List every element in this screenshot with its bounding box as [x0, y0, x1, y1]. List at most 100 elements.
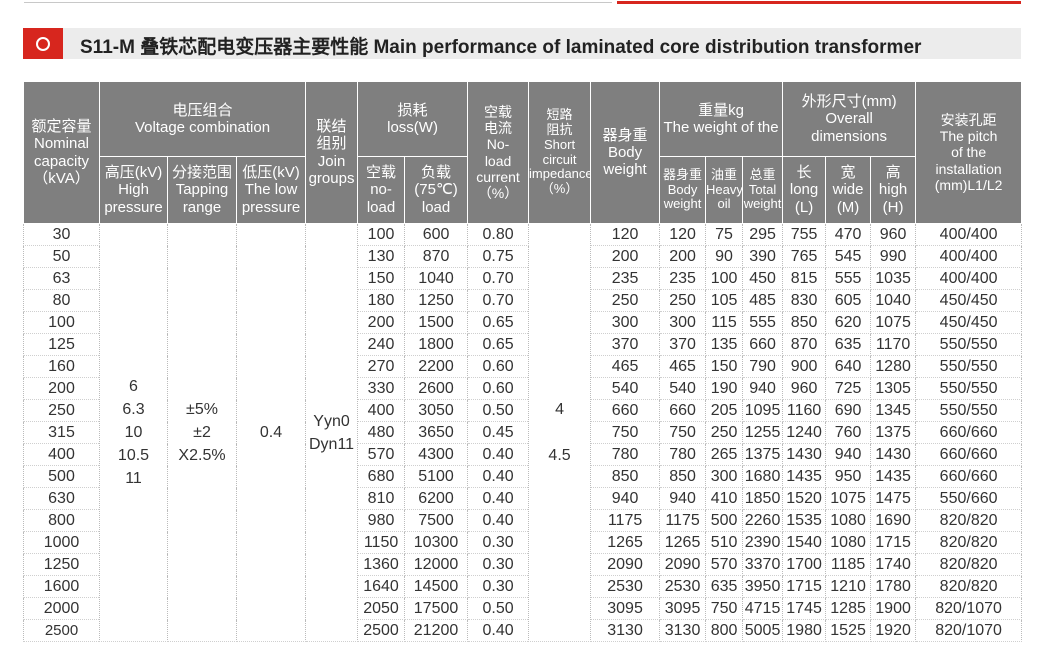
pitch-cell: 820/820 — [915, 575, 1023, 598]
body-weight-cell: 465 — [590, 355, 661, 378]
dim-long-cell: 765 — [782, 245, 827, 268]
weight-total-cell: 1850 — [742, 487, 784, 510]
dim-wide-cell: 1080 — [825, 531, 872, 554]
noload-loss-cell: 980 — [357, 509, 406, 532]
header-line: The pitch — [939, 128, 998, 145]
noload-current-cell: 0.45 — [467, 421, 530, 444]
load-loss-cell: 1800 — [404, 333, 469, 356]
header-capacity: 额定容量 Nominal capacity （kVA） — [23, 81, 100, 224]
header-line: 重量kg — [698, 101, 744, 119]
header-line: 高 — [885, 164, 901, 182]
header-line: Body — [667, 181, 698, 197]
capacity-cell: 160 — [23, 355, 100, 378]
pitch-cell: 820/820 — [915, 509, 1023, 532]
body-weight-cell: 940 — [590, 487, 661, 510]
pitch-cell: 550/550 — [915, 355, 1023, 378]
header-line: Overall — [825, 110, 873, 128]
weight-oil-cell: 90 — [705, 245, 744, 268]
table-row: 1250 1360 12000 0.30 2090 2090 570 3370 1700 1185… — [23, 553, 1023, 576]
header-line: long — [789, 181, 819, 199]
weight-oil-cell: 115 — [705, 311, 744, 334]
table-row: 50 130 870 0.75 200 200 90 390 765 545 990 400/400 — [23, 245, 1023, 268]
header-dimensions: 外形尺寸(mm) Overall dimensions — [782, 81, 917, 157]
load-loss-cell: 600 — [404, 223, 469, 246]
noload-current-cell: 0.40 — [467, 487, 530, 510]
load-loss-cell: 870 — [404, 245, 469, 268]
body-weight-cell: 120 — [590, 223, 661, 246]
weight-body-cell: 1265 — [659, 531, 707, 554]
dim-long-cell: 1980 — [782, 619, 827, 642]
dim-wide-cell: 470 — [825, 223, 872, 246]
header-pitch: 安装孔距 The pitch of the installation (mm)L1/L2 — [915, 81, 1023, 224]
pitch-cell: 450/450 — [915, 311, 1023, 334]
body-weight-cell: 660 — [590, 399, 661, 422]
noload-loss-cell: 400 — [357, 399, 406, 422]
body-weight-cell: 1175 — [590, 509, 661, 532]
capacity-cell: 30 — [23, 223, 100, 246]
header-line: 油重 — [711, 166, 738, 182]
header-line: 安装孔距 — [940, 112, 997, 129]
section-title-bar: S11-M 叠铁芯配电变压器主要性能 Main performance of l… — [23, 28, 1021, 59]
capacity-cell: 100 — [23, 311, 100, 334]
header-line: 低压(kV) — [242, 164, 300, 182]
noload-loss-cell: 2050 — [357, 597, 406, 620]
capacity-cell: 1600 — [23, 575, 100, 598]
table-row: 1600 1640 14500 0.30 2530 2530 635 3950 1715 1210… — [23, 575, 1023, 598]
dim-high-cell: 1435 — [870, 465, 917, 488]
header-line: 电流 — [484, 120, 513, 137]
weight-oil-cell: 75 — [705, 223, 744, 246]
header-noload-current: 空载 电流 No-load current （%） — [467, 81, 530, 224]
load-loss-cell: 6200 — [404, 487, 469, 510]
weight-body-cell: 235 — [659, 267, 707, 290]
weight-body-cell: 2090 — [659, 553, 707, 576]
body-weight-cell: 370 — [590, 333, 661, 356]
dim-high-cell: 1740 — [870, 553, 917, 576]
body-weight-cell: 235 — [590, 267, 661, 290]
header-line: groups — [308, 169, 355, 187]
body-weight-cell: 750 — [590, 421, 661, 444]
pitch-cell: 550/550 — [915, 333, 1023, 356]
dim-high-cell: 1430 — [870, 443, 917, 466]
noload-loss-cell: 330 — [357, 377, 406, 400]
weight-oil-cell: 250 — [705, 421, 744, 444]
noload-current-cell: 0.30 — [467, 531, 530, 554]
noload-loss-cell: 270 — [357, 355, 406, 378]
noload-current-cell: 0.75 — [467, 245, 530, 268]
header-line: Total — [748, 181, 777, 197]
tapping-value: ±2 — [193, 424, 211, 441]
header-line: weight — [663, 196, 702, 212]
header-line: 器身重 — [602, 126, 648, 144]
weight-oil-cell: 190 — [705, 377, 744, 400]
noload-current-cell: 0.40 — [467, 465, 530, 488]
weight-total-cell: 940 — [742, 377, 784, 400]
header-w-total: 总重 Total weight — [742, 156, 784, 224]
weight-body-cell: 2530 — [659, 575, 707, 598]
hv-merged-cell: 6 6.3 10 10.5 11 — [99, 223, 168, 642]
header-wide: 宽 wide (M) — [825, 156, 872, 224]
header-line: 分接范围 — [171, 164, 232, 182]
dim-wide-cell: 940 — [825, 443, 872, 466]
capacity-cell: 200 — [23, 377, 100, 400]
lv-merged-cell: 0.4 — [235, 223, 307, 642]
header-line: （%） — [477, 184, 519, 201]
capacity-cell: 500 — [23, 465, 100, 488]
capacity-cell: 250 — [23, 399, 100, 422]
weight-oil-cell: 800 — [705, 619, 744, 642]
pitch-cell: 820/1070 — [915, 597, 1023, 620]
load-loss-cell: 14500 — [404, 575, 469, 598]
join-group-merged-cell: Yyn0 Dyn11 — [305, 223, 359, 642]
header-line: current — [476, 168, 520, 185]
pitch-cell: 660/660 — [915, 443, 1023, 466]
header-line: 高压(kV) — [104, 164, 163, 182]
dim-wide-cell: 950 — [825, 465, 872, 488]
dim-high-cell: 1780 — [870, 575, 917, 598]
weight-total-cell: 1255 — [742, 421, 784, 444]
dim-long-cell: 850 — [782, 311, 827, 334]
noload-current-cell: 0.40 — [467, 619, 530, 642]
pitch-cell: 400/400 — [915, 245, 1023, 268]
weight-oil-cell: 300 — [705, 465, 744, 488]
body-weight-cell: 2090 — [590, 553, 661, 576]
body-weight-cell: 250 — [590, 289, 661, 312]
table-row: 315 480 3650 0.45 750 750 250 1255 1240 760 1375 66… — [23, 421, 1023, 444]
noload-loss-cell: 1640 — [357, 575, 406, 598]
